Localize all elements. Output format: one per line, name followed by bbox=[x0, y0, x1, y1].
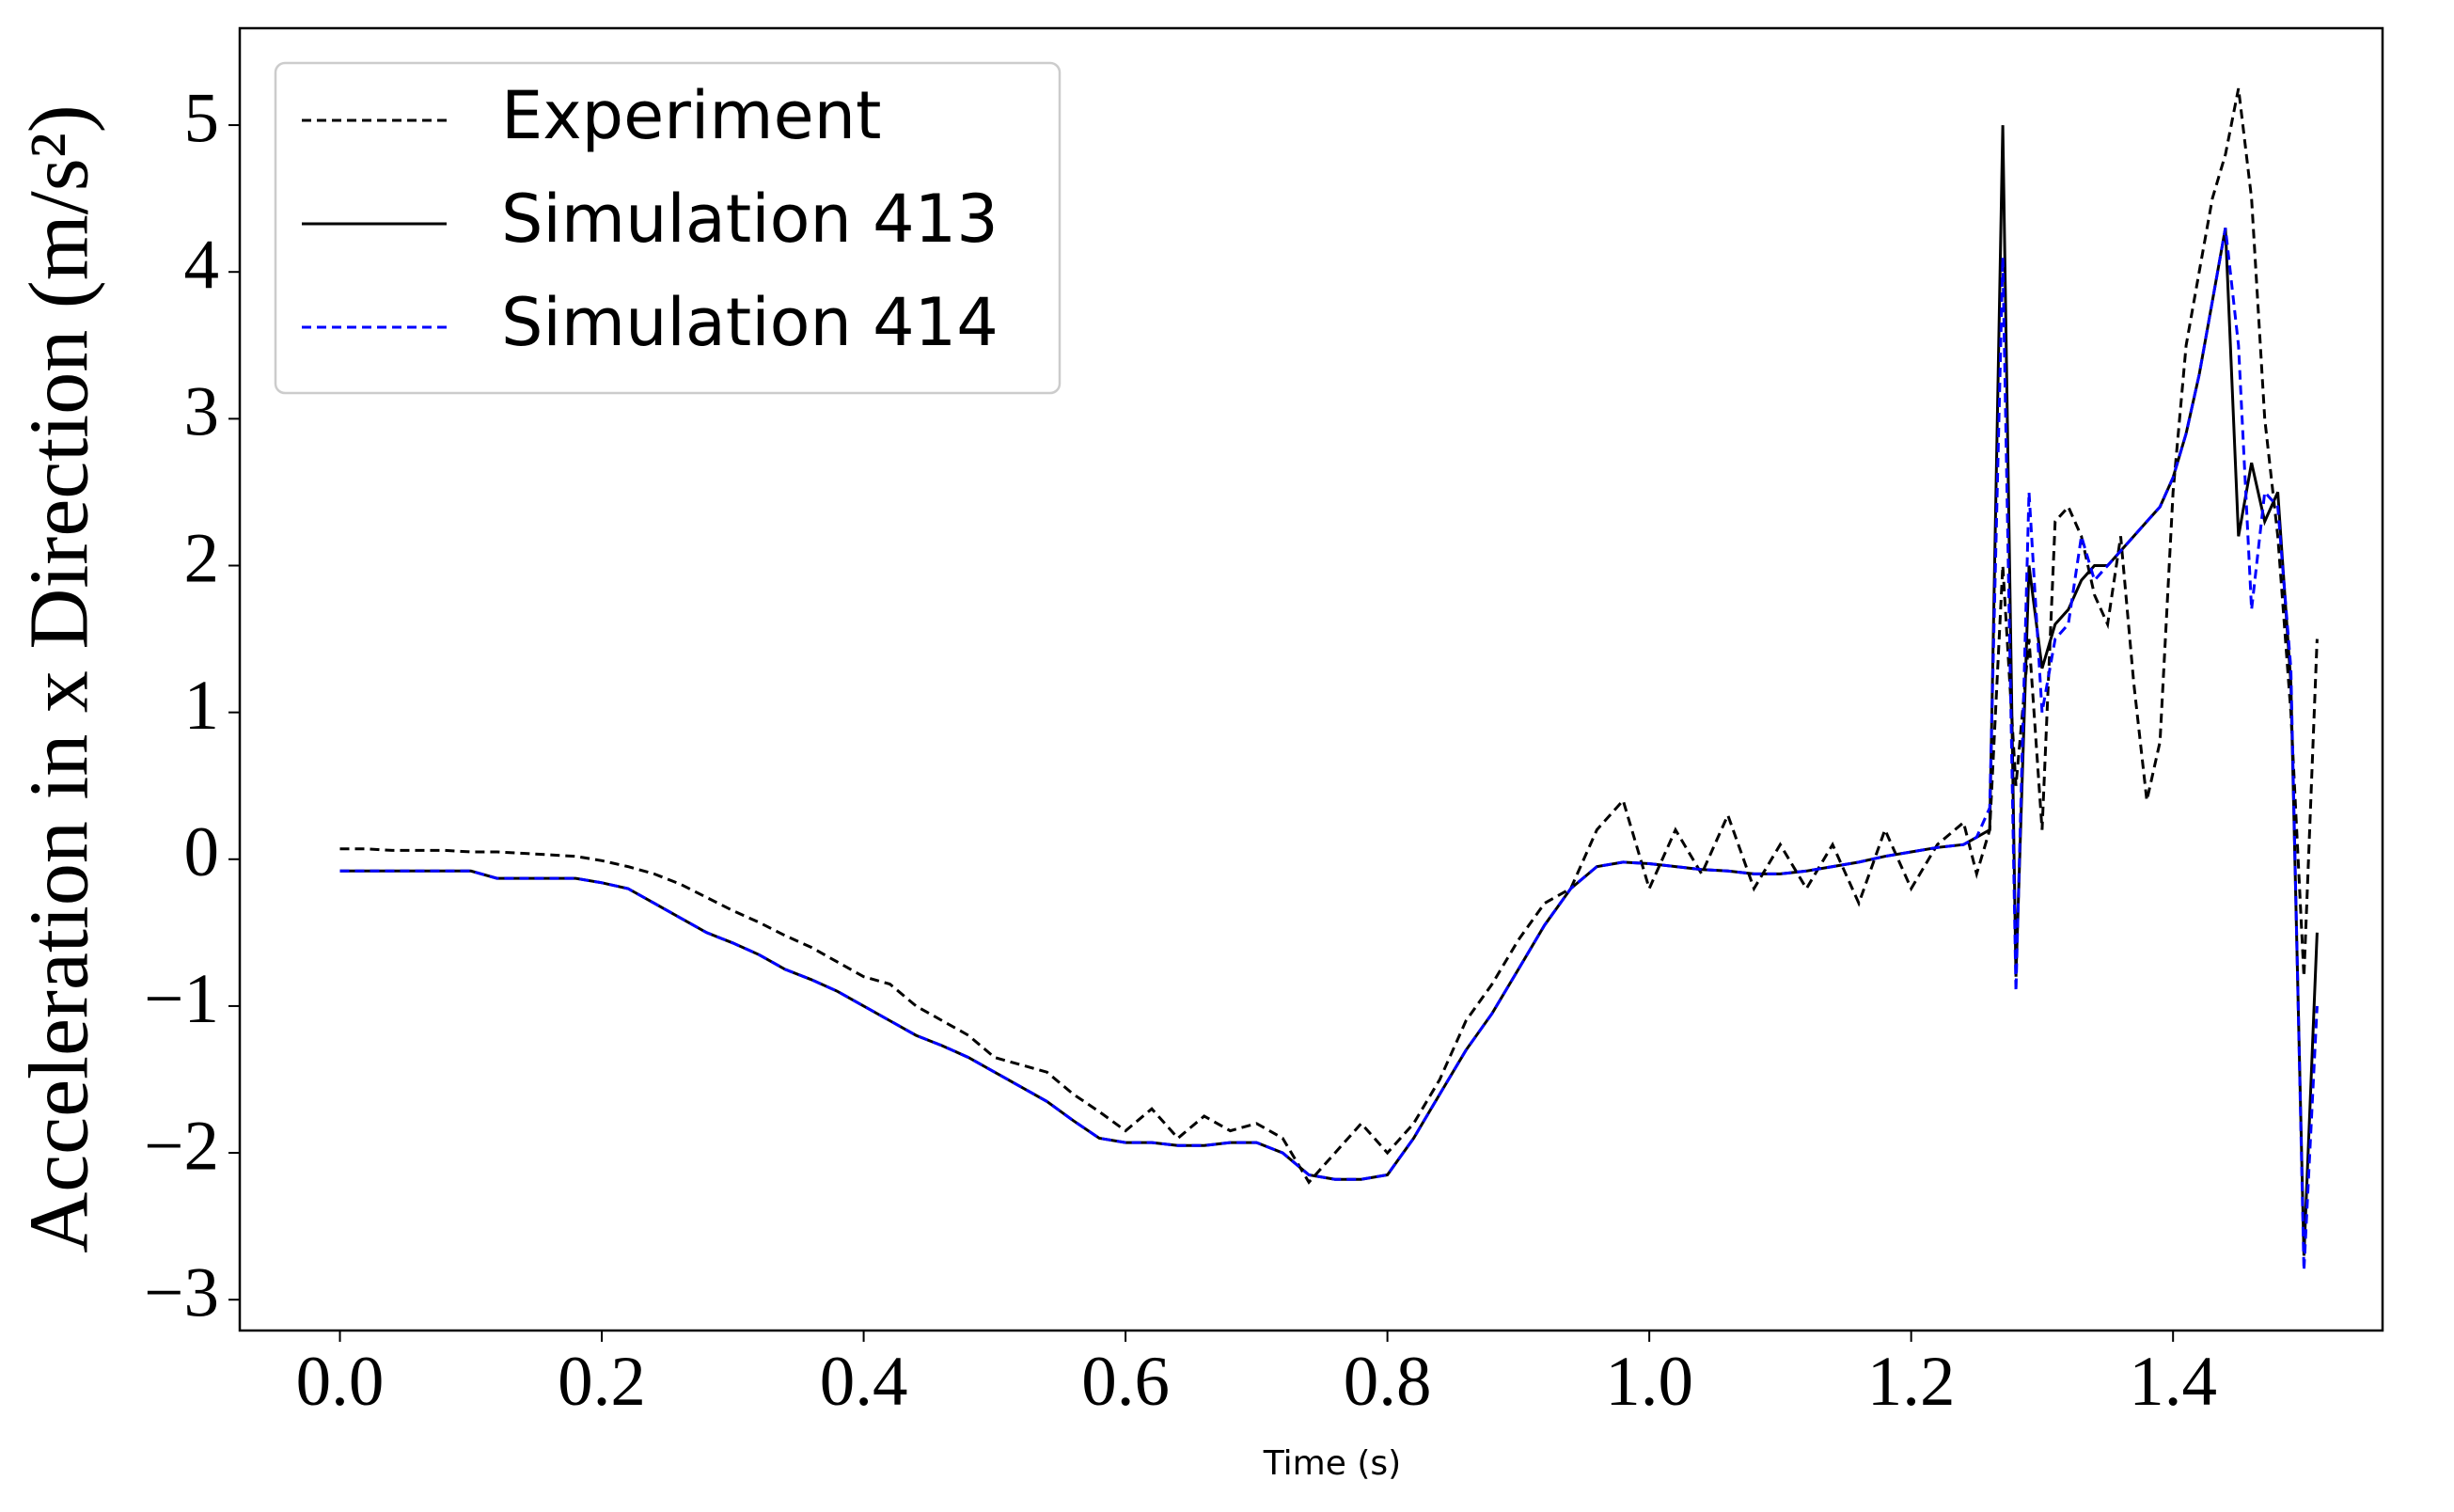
y-tick-label: 5 bbox=[184, 79, 220, 157]
legend: Experiment Simulation 413 Simulation 414 bbox=[274, 61, 1062, 395]
y-tick-label: 3 bbox=[184, 373, 220, 451]
x-tick-label: 0.0 bbox=[296, 1343, 385, 1421]
legend-label: Experiment bbox=[501, 77, 881, 154]
x-tick-label: 0.2 bbox=[558, 1343, 646, 1421]
y-tick-label: −3 bbox=[144, 1253, 219, 1331]
plot-frame bbox=[238, 26, 2384, 1332]
y-tick-label: −1 bbox=[144, 960, 219, 1038]
legend-label: Simulation 414 bbox=[501, 284, 999, 361]
legend-label: Simulation 413 bbox=[501, 181, 999, 258]
y-tick-label: −2 bbox=[144, 1107, 219, 1185]
y-tick-label: 1 bbox=[184, 667, 220, 745]
y-axis-label: Acceleration in x Direction (m/s²) bbox=[13, 104, 106, 1253]
x-tick-label: 1.0 bbox=[1605, 1343, 1693, 1421]
y-tick-label: 0 bbox=[184, 813, 220, 891]
x-tick-label: 1.4 bbox=[2129, 1343, 2217, 1421]
x-axis-label: Time (s) bbox=[1263, 1444, 1401, 1483]
legend-box bbox=[274, 61, 1062, 395]
data-line bbox=[339, 228, 2319, 1271]
x-tick-label: 0.4 bbox=[820, 1343, 908, 1421]
y-tick-label: 4 bbox=[184, 226, 220, 304]
x-tick-label: 0.8 bbox=[1344, 1343, 1432, 1421]
data-line bbox=[339, 87, 2319, 1185]
y-tick-label: 2 bbox=[184, 520, 220, 598]
x-tick-label: 1.2 bbox=[1867, 1343, 1956, 1421]
x-tick-label: 0.6 bbox=[1081, 1343, 1170, 1421]
